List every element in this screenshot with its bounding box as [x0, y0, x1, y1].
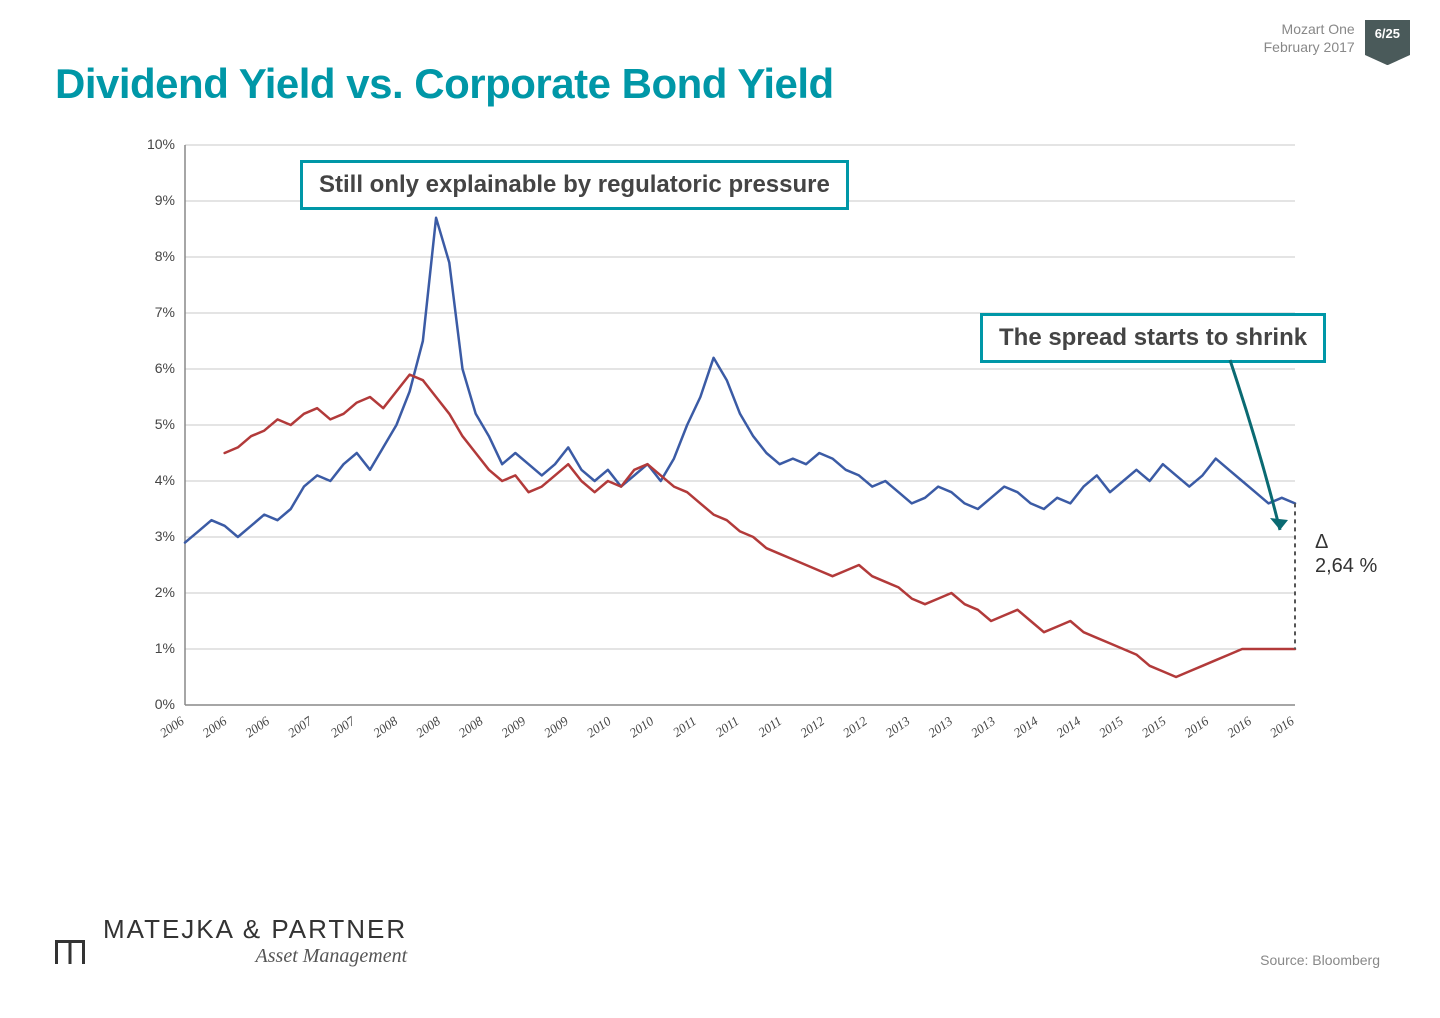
chart-container: 0% 1% 2% 3% 4% 5% 6% 7% 8% 9% 10% 2006 2006 2006 2007 2… — [135, 135, 1305, 775]
svg-text:8%: 8% — [155, 248, 175, 264]
annotation-arrow — [1170, 360, 1330, 550]
logo-icon — [55, 940, 85, 964]
svg-text:2011: 2011 — [670, 713, 699, 740]
annotation-regulatoric: Still only explainable by regulatoric pr… — [300, 160, 849, 210]
svg-text:2008: 2008 — [413, 713, 443, 740]
footer: MATEJKA & PARTNER Asset Management Sourc… — [0, 914, 1440, 968]
svg-text:9%: 9% — [155, 192, 175, 208]
doc-name: Mozart One — [1264, 20, 1355, 38]
svg-text:2015: 2015 — [1096, 713, 1126, 740]
svg-text:2012: 2012 — [797, 713, 827, 740]
svg-text:2009: 2009 — [541, 713, 571, 740]
svg-text:2016: 2016 — [1181, 713, 1211, 740]
company-logo-block: MATEJKA & PARTNER Asset Management — [55, 914, 407, 968]
svg-text:2011: 2011 — [755, 713, 784, 740]
svg-text:2012: 2012 — [840, 713, 870, 740]
company-name: MATEJKA & PARTNER — [103, 914, 407, 945]
svg-text:2010: 2010 — [584, 713, 614, 740]
svg-text:2008: 2008 — [456, 713, 486, 740]
svg-text:2014: 2014 — [1011, 713, 1041, 740]
svg-text:2008: 2008 — [370, 713, 400, 740]
annotation-spread: The spread starts to shrink — [980, 313, 1326, 363]
page-number-badge: 6/25 — [1365, 20, 1410, 55]
svg-text:2011: 2011 — [713, 713, 742, 740]
svg-text:6%: 6% — [155, 360, 175, 376]
delta-label: Δ 2,64 % — [1315, 530, 1377, 578]
svg-text:2007: 2007 — [328, 713, 358, 740]
doc-date: February 2017 — [1264, 38, 1355, 56]
svg-text:2014: 2014 — [1053, 713, 1083, 740]
svg-text:2016: 2016 — [1267, 713, 1297, 740]
svg-text:5%: 5% — [155, 416, 175, 432]
svg-text:2013: 2013 — [925, 713, 955, 740]
logo-text: MATEJKA & PARTNER Asset Management — [103, 914, 407, 968]
page-title: Dividend Yield vs. Corporate Bond Yield — [55, 60, 834, 108]
svg-text:10%: 10% — [147, 136, 175, 152]
source-label: Source: Bloomberg — [1260, 952, 1380, 968]
company-tagline: Asset Management — [103, 945, 407, 968]
header-meta: Mozart One February 2017 — [1264, 20, 1355, 56]
svg-text:0%: 0% — [155, 696, 175, 712]
line-chart: 0% 1% 2% 3% 4% 5% 6% 7% 8% 9% 10% 2006 2006 2006 2007 2… — [135, 135, 1305, 775]
annotation-text: Still only explainable by regulatoric pr… — [319, 171, 830, 198]
svg-text:2009: 2009 — [498, 713, 528, 740]
svg-text:2007: 2007 — [285, 713, 315, 740]
svg-text:2013: 2013 — [883, 713, 913, 740]
svg-text:1%: 1% — [155, 640, 175, 656]
svg-text:2015: 2015 — [1139, 713, 1169, 740]
header-right: Mozart One February 2017 6/25 — [1264, 20, 1410, 56]
svg-text:2016: 2016 — [1224, 713, 1254, 740]
svg-text:4%: 4% — [155, 472, 175, 488]
annotation-text: The spread starts to shrink — [999, 324, 1307, 351]
svg-text:2006: 2006 — [242, 713, 272, 740]
delta-value: 2,64 % — [1315, 555, 1377, 577]
svg-text:2010: 2010 — [626, 713, 656, 740]
svg-text:3%: 3% — [155, 528, 175, 544]
svg-text:2006: 2006 — [200, 713, 230, 740]
delta-symbol: Δ — [1315, 531, 1328, 553]
svg-text:2013: 2013 — [968, 713, 998, 740]
svg-text:2%: 2% — [155, 584, 175, 600]
page-number: 6/25 — [1375, 26, 1400, 41]
svg-text:2006: 2006 — [157, 713, 187, 740]
svg-text:7%: 7% — [155, 304, 175, 320]
